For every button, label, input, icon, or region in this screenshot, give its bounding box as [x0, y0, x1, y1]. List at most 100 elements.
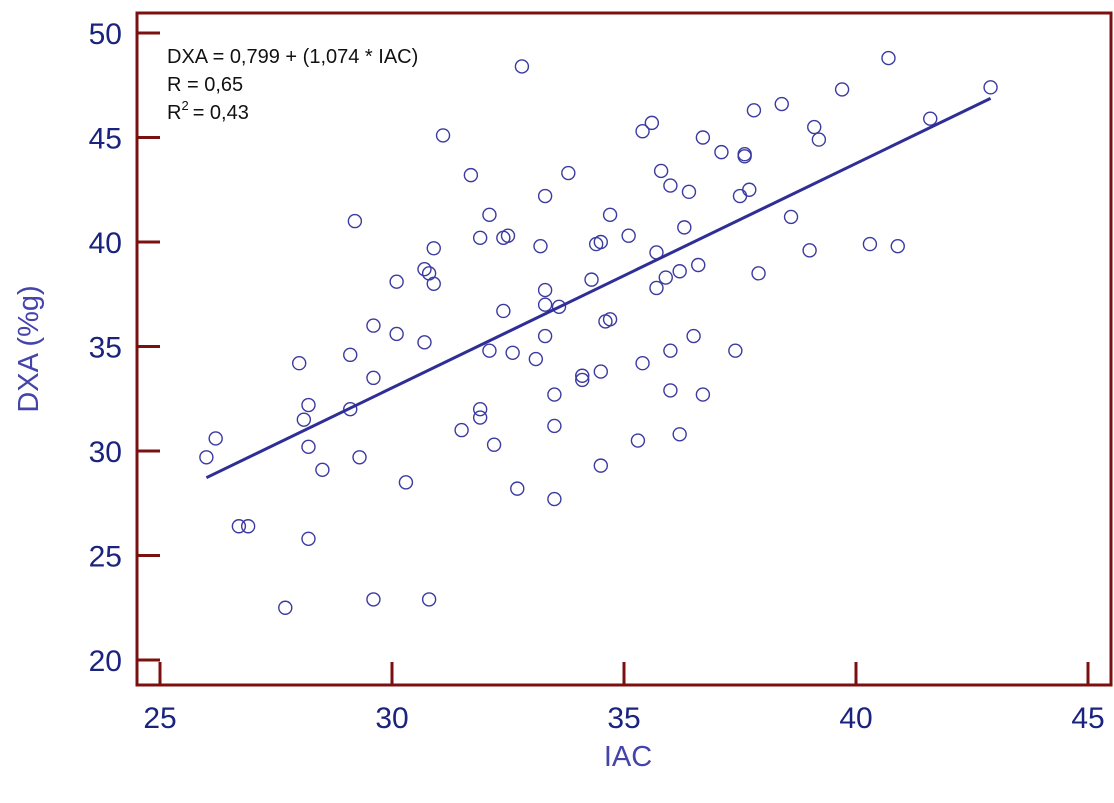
data-point: [834, 82, 850, 97]
data-point: [533, 238, 548, 254]
data-point: [426, 276, 441, 291]
data-point: [366, 318, 381, 333]
data-point: [472, 410, 488, 425]
data-point: [505, 345, 520, 360]
data-point: [658, 270, 673, 285]
data-point: [454, 422, 469, 438]
data-point: [649, 280, 664, 296]
data-point: [426, 241, 441, 256]
data-point: [672, 427, 687, 442]
data-point: [482, 343, 497, 358]
data-point: [890, 238, 905, 254]
y-tick-label: 50: [89, 18, 122, 51]
data-point: [862, 236, 878, 252]
data-point: [695, 387, 711, 402]
data-point: [352, 450, 367, 465]
x-tick-label: 35: [607, 702, 640, 735]
data-point: [343, 402, 358, 417]
data-point: [593, 364, 608, 379]
data-point: [398, 475, 414, 490]
data-point: [496, 303, 511, 319]
y-tick-label: 40: [89, 227, 122, 260]
data-point: [663, 178, 678, 193]
data-point: [482, 207, 497, 223]
data-points: [199, 50, 998, 615]
x-axis: 25 30 35 40 45: [143, 662, 1105, 735]
data-point: [417, 261, 432, 277]
data-point: [537, 282, 553, 298]
data-point: [575, 368, 590, 383]
data-point: [728, 343, 743, 358]
data-point: [366, 370, 381, 386]
y-tick-label: 25: [89, 541, 122, 574]
data-point: [677, 220, 692, 235]
data-point: [630, 433, 646, 448]
data-point: [802, 243, 817, 258]
y-tick-label: 30: [89, 436, 122, 469]
data-point: [208, 431, 223, 446]
data-point: [584, 272, 599, 287]
x-tick-label: 25: [143, 702, 176, 735]
data-point: [389, 274, 404, 289]
data-point: [602, 312, 618, 327]
data-point: [343, 347, 358, 363]
annotation-equation: DXA = 0,799 + (1,074 * IAC): [167, 46, 418, 68]
data-point: [547, 387, 562, 402]
data-point: [593, 234, 608, 250]
data-point: [366, 592, 381, 607]
annotation-r2-value: = 0,43: [193, 102, 249, 124]
data-point: [296, 412, 312, 427]
y-tick-label: 20: [89, 645, 122, 678]
data-point: [663, 343, 678, 358]
annotation-r2-prefix: R: [167, 102, 181, 124]
annotation-r2-sup: 2: [181, 98, 188, 113]
data-point: [653, 163, 669, 179]
data-point: [742, 182, 757, 197]
data-point: [292, 356, 307, 371]
data-point: [663, 383, 678, 398]
data-point: [240, 519, 256, 534]
data-point: [301, 531, 316, 546]
y-axis-title: DXA (%g): [13, 285, 45, 412]
data-point: [681, 184, 697, 200]
data-point: [774, 96, 789, 112]
x-tick-label: 45: [1071, 702, 1104, 735]
data-point: [561, 165, 576, 181]
data-point: [347, 213, 363, 229]
data-point: [547, 491, 562, 507]
data-point: [500, 228, 516, 243]
data-point: [389, 326, 404, 342]
data-point: [691, 257, 706, 273]
annotation-r: R = 0,65: [167, 74, 243, 96]
x-tick-label: 30: [375, 702, 408, 735]
data-point: [686, 328, 701, 344]
data-point: [537, 188, 553, 204]
data-point: [514, 59, 530, 74]
data-point: [301, 397, 316, 413]
data-point: [435, 128, 451, 143]
x-axis-title: IAC: [604, 741, 652, 773]
data-point: [421, 592, 437, 607]
data-point: [635, 356, 650, 371]
y-axis: 20 25 30 35 40 45 50: [89, 18, 160, 678]
data-point: [737, 149, 752, 164]
data-point: [551, 299, 567, 314]
data-point: [621, 228, 636, 243]
data-point: [751, 266, 766, 281]
data-point: [881, 50, 896, 66]
data-point: [983, 80, 998, 95]
data-point: [644, 115, 660, 131]
data-point: [510, 481, 525, 496]
data-point: [417, 335, 432, 350]
data-point: [537, 328, 553, 344]
data-point: [811, 132, 827, 147]
data-point: [714, 144, 729, 160]
data-point: [783, 209, 799, 225]
data-point: [472, 402, 488, 417]
data-point: [732, 188, 748, 204]
data-point: [635, 124, 650, 139]
data-point: [746, 103, 762, 118]
data-point: [486, 437, 502, 452]
data-point: [315, 462, 330, 478]
